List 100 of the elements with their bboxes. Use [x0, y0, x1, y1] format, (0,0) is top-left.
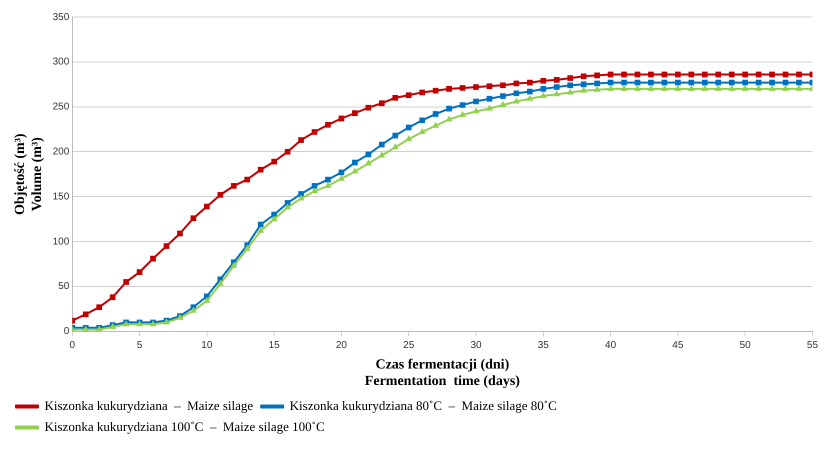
- point: [782, 72, 788, 78]
- point: [364, 159, 372, 166]
- point: [500, 93, 506, 99]
- x-tick-label: 55: [806, 340, 818, 352]
- point: [284, 148, 290, 155]
- point: [675, 80, 681, 86]
- point: [580, 82, 586, 88]
- point: [594, 80, 600, 86]
- point: [96, 304, 102, 310]
- point: [594, 86, 601, 92]
- point: [634, 72, 640, 78]
- point: [660, 84, 668, 91]
- point: [473, 98, 479, 104]
- point: [608, 80, 614, 86]
- point: [486, 104, 493, 111]
- point: [338, 116, 344, 122]
- x-tick-label: 50: [740, 340, 752, 352]
- legend-label: Kiszonka kukurydziana 100˚C – Maize silage 100˚C: [44, 418, 325, 434]
- point: [782, 84, 789, 91]
- point: [540, 92, 547, 98]
- point: [392, 143, 399, 150]
- y-tick-label: 200: [52, 146, 70, 158]
- point: [164, 243, 170, 249]
- point: [512, 97, 520, 104]
- x-tick-label: 20: [336, 340, 348, 352]
- point: [204, 204, 210, 210]
- x-tick-label: 10: [201, 340, 213, 352]
- point: [554, 77, 560, 83]
- point: [460, 85, 466, 91]
- point: [472, 107, 480, 114]
- point: [177, 230, 183, 236]
- point: [768, 84, 776, 91]
- point: [392, 95, 398, 101]
- point: [714, 84, 722, 91]
- point: [486, 83, 492, 89]
- point: [325, 122, 331, 128]
- point: [648, 80, 654, 86]
- point: [701, 84, 708, 91]
- point: [446, 115, 453, 122]
- point: [352, 110, 358, 116]
- y-tick-label: 350: [52, 12, 70, 23]
- point: [796, 80, 802, 86]
- x-axis-title: Czas fermentacji (dni) Fermentation time (days): [364, 357, 520, 390]
- point: [688, 80, 694, 86]
- point: [298, 194, 305, 200]
- point: [473, 84, 479, 90]
- point: [366, 104, 372, 111]
- x-tick-label: 45: [672, 340, 684, 352]
- point: [728, 80, 735, 86]
- point: [620, 84, 628, 91]
- point: [500, 82, 506, 88]
- point: [338, 170, 344, 176]
- point: [446, 86, 452, 92]
- point: [540, 78, 546, 84]
- point: [796, 72, 802, 78]
- point: [648, 72, 654, 78]
- point: [406, 124, 412, 130]
- point: [675, 72, 681, 78]
- point: [688, 72, 694, 78]
- point: [190, 306, 197, 313]
- y-tick-label: 0: [64, 326, 70, 338]
- point: [190, 215, 196, 222]
- x-tick-label: 35: [538, 340, 550, 352]
- point: [688, 84, 695, 91]
- y-tick-label: 300: [52, 56, 70, 68]
- point: [324, 182, 332, 188]
- point: [406, 92, 412, 98]
- point: [203, 296, 210, 303]
- point: [312, 183, 318, 189]
- point: [312, 129, 318, 135]
- point: [782, 80, 788, 86]
- point: [432, 88, 438, 94]
- point: [674, 84, 682, 91]
- point: [566, 88, 574, 94]
- point: [216, 280, 224, 286]
- point: [580, 86, 588, 93]
- point: [150, 256, 156, 262]
- x-tick-label: 5: [136, 340, 143, 352]
- point: [366, 152, 372, 158]
- x-tick-label: 30: [470, 340, 482, 352]
- point: [715, 80, 722, 86]
- point: [405, 135, 412, 142]
- point: [244, 176, 250, 182]
- x-tick-label: 15: [268, 340, 280, 352]
- point: [796, 84, 802, 91]
- point: [527, 80, 533, 86]
- point: [526, 94, 534, 101]
- point: [257, 226, 264, 233]
- point: [298, 137, 304, 143]
- point: [742, 80, 748, 86]
- point: [217, 192, 224, 198]
- point: [594, 72, 600, 78]
- point: [432, 111, 438, 117]
- point: [769, 80, 775, 86]
- point: [419, 117, 426, 124]
- point: [284, 203, 292, 210]
- point: [258, 166, 264, 173]
- point: [715, 72, 722, 78]
- point: [728, 72, 735, 78]
- legend-label: Kiszonka kukurydziana – Maize silage: [44, 398, 254, 413]
